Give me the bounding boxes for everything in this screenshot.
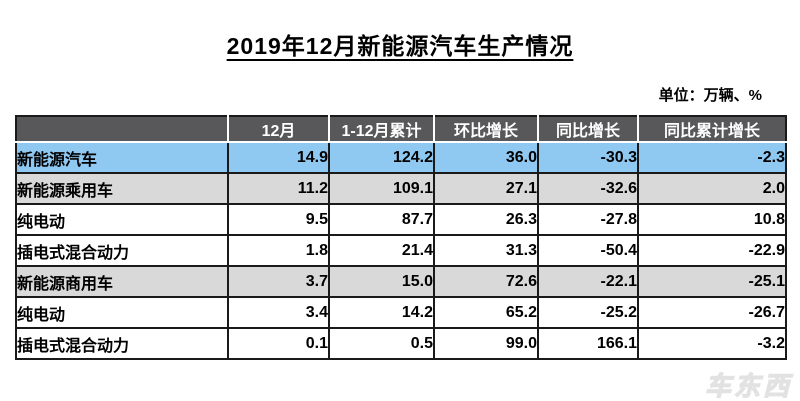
- value-cell: -25.2: [537, 297, 639, 329]
- value-cell: 21.4: [328, 235, 435, 267]
- table-row: 纯电动 3.4 14.2 65.2 -25.2 -26.7: [15, 297, 787, 329]
- table-row: 新能源汽车 14.9 124.2 36.0 -30.3 -2.3: [15, 142, 787, 174]
- value-cell: -2.3: [637, 142, 787, 174]
- value-cell: 72.6: [433, 266, 539, 298]
- value-cell: 14.9: [227, 142, 330, 174]
- table-row: 纯电动 9.5 87.7 26.3 -27.8 10.8: [15, 204, 787, 236]
- value-cell: 0.1: [227, 328, 330, 360]
- value-cell: 36.0: [433, 142, 539, 174]
- value-cell: 87.7: [328, 204, 435, 236]
- value-cell: 9.5: [227, 204, 330, 236]
- value-cell: 109.1: [328, 173, 435, 205]
- table-row: 新能源乘用车 11.2 109.1 27.1 -32.6 2.0: [15, 173, 787, 205]
- value-cell: -30.3: [537, 142, 639, 174]
- row-label: 纯电动: [15, 204, 229, 236]
- value-cell: 2.0: [637, 173, 787, 205]
- row-label: 纯电动: [15, 297, 229, 329]
- table-row: 插电式混合动力 1.8 21.4 31.3 -50.4 -22.9: [15, 235, 787, 267]
- row-label: 插电式混合动力: [15, 328, 229, 360]
- row-label: 新能源商用车: [15, 266, 229, 298]
- value-cell: 3.7: [227, 266, 330, 298]
- production-table: 12月 1-12月累计 环比增长 同比增长 同比累计增长 新能源汽车 14.9 124.2 3…: [15, 115, 787, 360]
- value-cell: -26.7: [637, 297, 787, 329]
- watermark-logo: 车东西: [704, 370, 792, 401]
- value-cell: -27.8: [537, 204, 639, 236]
- value-cell: 65.2: [433, 297, 539, 329]
- value-cell: -3.2: [637, 328, 787, 360]
- table-row: 新能源商用车 3.7 15.0 72.6 -22.1 -25.1: [15, 266, 787, 298]
- value-cell: 1.8: [227, 235, 330, 267]
- value-cell: 166.1: [537, 328, 639, 360]
- column-header: 1-12月累计: [329, 116, 435, 143]
- value-cell: -50.4: [537, 235, 639, 267]
- table-row: 插电式混合动力 0.1 0.5 99.0 166.1 -3.2: [15, 328, 787, 360]
- value-cell: 11.2: [227, 173, 330, 205]
- table-header-row: 12月 1-12月累计 环比增长 同比增长 同比累计增长: [16, 116, 787, 143]
- column-header: 同比增长: [538, 116, 639, 143]
- value-cell: 0.5: [328, 328, 435, 360]
- value-cell: -22.1: [537, 266, 639, 298]
- value-cell: -25.1: [637, 266, 787, 298]
- value-cell: 15.0: [328, 266, 435, 298]
- row-label: 新能源乘用车: [15, 173, 229, 205]
- unit-note: 单位：万辆、%: [658, 87, 762, 104]
- page-title: 2019年12月新能源汽车生产情况: [226, 33, 574, 59]
- column-header: [16, 116, 229, 143]
- value-cell: 27.1: [433, 173, 539, 205]
- value-cell: 14.2: [328, 297, 435, 329]
- row-label: 新能源汽车: [15, 142, 229, 174]
- column-header: 同比累计增长: [638, 116, 787, 143]
- value-cell: 31.3: [433, 235, 539, 267]
- row-label: 插电式混合动力: [15, 235, 229, 267]
- value-cell: 124.2: [328, 142, 435, 174]
- value-cell: 26.3: [433, 204, 539, 236]
- value-cell: 99.0: [433, 328, 539, 360]
- column-header: 12月: [228, 116, 330, 143]
- value-cell: -32.6: [537, 173, 639, 205]
- value-cell: 3.4: [227, 297, 330, 329]
- value-cell: -22.9: [637, 235, 787, 267]
- value-cell: 10.8: [637, 204, 787, 236]
- column-header: 环比增长: [434, 116, 539, 143]
